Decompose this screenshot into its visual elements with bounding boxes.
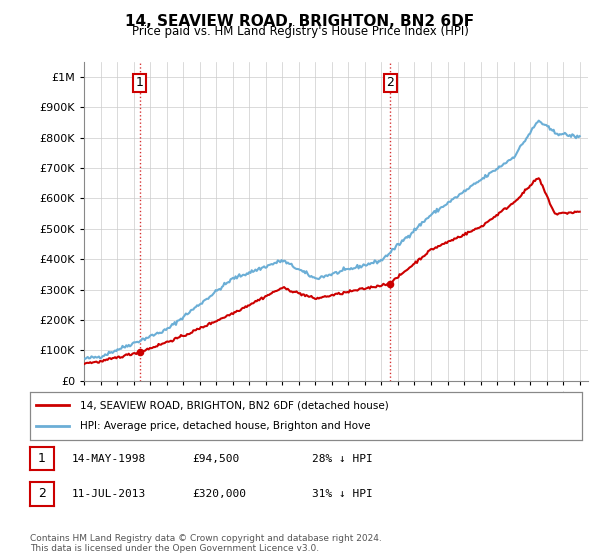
Text: 1: 1 — [136, 76, 143, 90]
Point — [135, 348, 145, 357]
Text: HPI: Average price, detached house, Brighton and Hove: HPI: Average price, detached house, Brig… — [80, 421, 370, 431]
Text: Price paid vs. HM Land Registry's House Price Index (HPI): Price paid vs. HM Land Registry's House … — [131, 25, 469, 38]
Point — [385, 279, 395, 288]
Text: 14, SEAVIEW ROAD, BRIGHTON, BN2 6DF (detached house): 14, SEAVIEW ROAD, BRIGHTON, BN2 6DF (det… — [80, 400, 388, 410]
Text: 14, SEAVIEW ROAD, BRIGHTON, BN2 6DF: 14, SEAVIEW ROAD, BRIGHTON, BN2 6DF — [125, 14, 475, 29]
Text: Contains HM Land Registry data © Crown copyright and database right 2024.
This d: Contains HM Land Registry data © Crown c… — [30, 534, 382, 553]
Text: 11-JUL-2013: 11-JUL-2013 — [72, 489, 146, 499]
Text: 28% ↓ HPI: 28% ↓ HPI — [312, 454, 373, 464]
Text: 14-MAY-1998: 14-MAY-1998 — [72, 454, 146, 464]
Text: 31% ↓ HPI: 31% ↓ HPI — [312, 489, 373, 499]
Text: 1: 1 — [38, 452, 46, 465]
Text: £320,000: £320,000 — [192, 489, 246, 499]
Text: 2: 2 — [386, 76, 394, 90]
Text: £94,500: £94,500 — [192, 454, 239, 464]
Text: 2: 2 — [38, 487, 46, 501]
